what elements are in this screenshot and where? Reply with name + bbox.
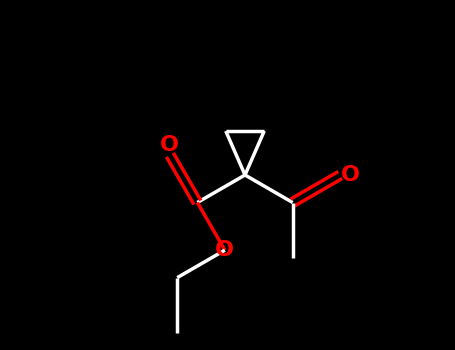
Text: O: O	[160, 135, 179, 155]
Text: O: O	[215, 240, 234, 260]
Text: O: O	[341, 165, 360, 185]
